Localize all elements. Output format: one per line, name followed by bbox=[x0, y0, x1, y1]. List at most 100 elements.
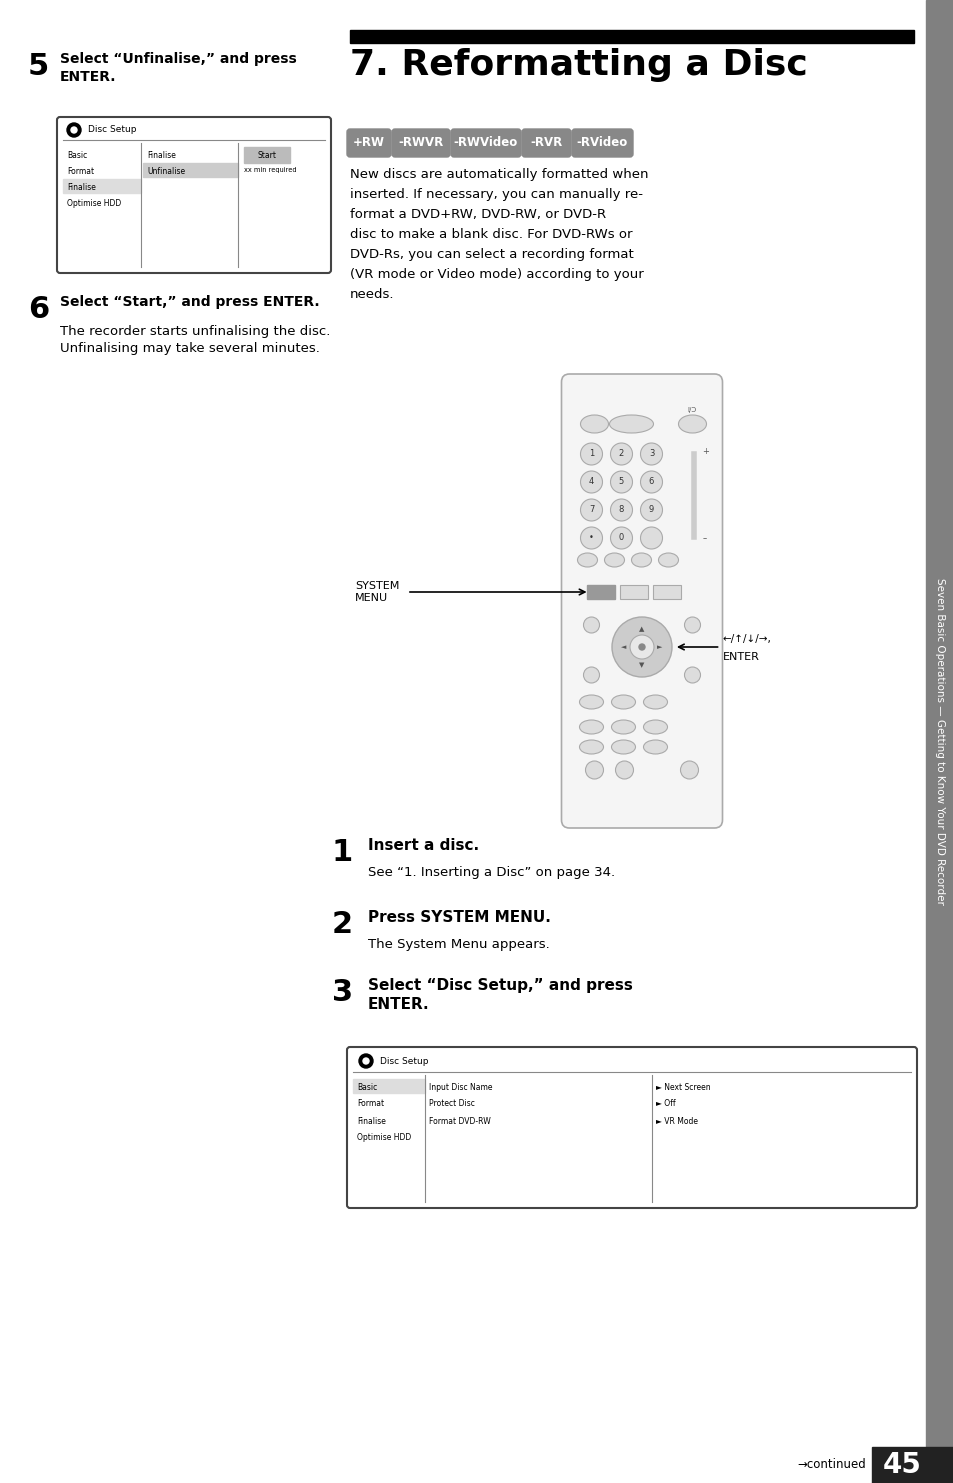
Text: 2: 2 bbox=[618, 449, 623, 458]
Circle shape bbox=[579, 526, 602, 549]
Text: Insert a disc.: Insert a disc. bbox=[368, 838, 478, 853]
FancyBboxPatch shape bbox=[451, 129, 520, 157]
Text: 9: 9 bbox=[648, 506, 654, 515]
Ellipse shape bbox=[578, 740, 603, 753]
Ellipse shape bbox=[643, 696, 667, 709]
Ellipse shape bbox=[578, 696, 603, 709]
FancyBboxPatch shape bbox=[347, 129, 391, 157]
Circle shape bbox=[639, 472, 661, 492]
Bar bbox=[143, 142, 237, 267]
Text: The System Menu appears.: The System Menu appears. bbox=[368, 939, 549, 951]
Text: 1: 1 bbox=[588, 449, 594, 458]
Ellipse shape bbox=[611, 696, 635, 709]
Text: Start: Start bbox=[257, 150, 276, 160]
Text: Format: Format bbox=[356, 1099, 384, 1108]
Circle shape bbox=[610, 443, 632, 466]
Text: xx min required: xx min required bbox=[244, 168, 296, 174]
Text: 7. Reformatting a Disc: 7. Reformatting a Disc bbox=[350, 47, 807, 82]
Bar bbox=[143, 163, 237, 176]
Text: Basic: Basic bbox=[67, 150, 87, 160]
Circle shape bbox=[358, 1054, 373, 1068]
Circle shape bbox=[612, 617, 671, 678]
Text: 45: 45 bbox=[882, 1450, 921, 1479]
Circle shape bbox=[585, 761, 603, 779]
Text: disc to make a blank disc. For DVD-RWs or: disc to make a blank disc. For DVD-RWs o… bbox=[350, 228, 632, 242]
Text: 3: 3 bbox=[648, 449, 654, 458]
Ellipse shape bbox=[678, 415, 706, 433]
Text: ◄: ◄ bbox=[620, 644, 626, 650]
Ellipse shape bbox=[609, 415, 653, 433]
Bar bbox=[63, 142, 141, 267]
Bar bbox=[353, 1080, 424, 1093]
Text: 8: 8 bbox=[618, 506, 623, 515]
Circle shape bbox=[684, 667, 700, 684]
Text: DVD-Rs, you can select a recording format: DVD-Rs, you can select a recording forma… bbox=[350, 248, 633, 261]
Bar bbox=[653, 584, 680, 599]
Text: needs.: needs. bbox=[350, 288, 395, 301]
Text: 3: 3 bbox=[332, 977, 353, 1007]
Circle shape bbox=[583, 617, 598, 633]
Ellipse shape bbox=[611, 721, 635, 734]
Text: +RW: +RW bbox=[353, 136, 385, 150]
Text: ▲: ▲ bbox=[639, 626, 644, 632]
Ellipse shape bbox=[579, 415, 608, 433]
Text: ► VR Mode: ► VR Mode bbox=[656, 1117, 698, 1126]
Bar bbox=[244, 147, 290, 163]
Ellipse shape bbox=[611, 740, 635, 753]
Bar bbox=[871, 1447, 953, 1483]
Text: ►: ► bbox=[657, 644, 662, 650]
Ellipse shape bbox=[577, 553, 597, 567]
Text: ► Next Screen: ► Next Screen bbox=[656, 1083, 710, 1091]
FancyBboxPatch shape bbox=[57, 117, 331, 273]
Circle shape bbox=[71, 128, 77, 133]
Text: Protect Disc: Protect Disc bbox=[429, 1099, 475, 1108]
Ellipse shape bbox=[604, 553, 624, 567]
Text: ► Off: ► Off bbox=[656, 1099, 675, 1108]
Text: 2: 2 bbox=[332, 911, 353, 939]
Text: The recorder starts unfinalising the disc.
Unfinalising may take several minutes: The recorder starts unfinalising the dis… bbox=[60, 325, 330, 354]
Text: 1: 1 bbox=[332, 838, 353, 868]
Bar bbox=[925, 0, 953, 1483]
Text: Basic: Basic bbox=[356, 1083, 376, 1091]
Text: New discs are automatically formatted when: New discs are automatically formatted wh… bbox=[350, 168, 648, 181]
Bar bbox=[353, 1080, 424, 1093]
Text: format a DVD+RW, DVD-RW, or DVD-R: format a DVD+RW, DVD-RW, or DVD-R bbox=[350, 208, 605, 221]
Text: (VR mode or Video mode) according to your: (VR mode or Video mode) according to you… bbox=[350, 268, 643, 280]
Text: Finalise: Finalise bbox=[67, 182, 95, 191]
Bar bbox=[63, 179, 141, 193]
Text: SYSTEM
MENU: SYSTEM MENU bbox=[355, 581, 399, 604]
Text: Select “Unfinalise,” and press
ENTER.: Select “Unfinalise,” and press ENTER. bbox=[60, 52, 296, 85]
Circle shape bbox=[610, 472, 632, 492]
Text: Format DVD-RW: Format DVD-RW bbox=[429, 1117, 490, 1126]
Text: 0: 0 bbox=[618, 534, 623, 543]
Ellipse shape bbox=[631, 553, 651, 567]
FancyBboxPatch shape bbox=[392, 129, 450, 157]
Circle shape bbox=[579, 498, 602, 521]
Circle shape bbox=[615, 761, 633, 779]
Bar bbox=[63, 179, 141, 193]
Circle shape bbox=[629, 635, 654, 658]
Text: •: • bbox=[588, 534, 594, 543]
Text: Format: Format bbox=[67, 166, 94, 175]
Text: Finalise: Finalise bbox=[147, 150, 175, 160]
Circle shape bbox=[583, 667, 598, 684]
FancyBboxPatch shape bbox=[347, 1047, 916, 1209]
Text: Optimise HDD: Optimise HDD bbox=[67, 199, 121, 208]
Circle shape bbox=[579, 472, 602, 492]
Text: 6: 6 bbox=[28, 295, 50, 323]
Text: inserted. If necessary, you can manually re-: inserted. If necessary, you can manually… bbox=[350, 188, 642, 202]
Circle shape bbox=[610, 498, 632, 521]
Text: 5: 5 bbox=[618, 478, 623, 486]
Text: Unfinalise: Unfinalise bbox=[147, 166, 185, 175]
Bar bbox=[619, 584, 648, 599]
Text: Optimise HDD: Optimise HDD bbox=[356, 1133, 411, 1142]
Text: Disc Setup: Disc Setup bbox=[88, 126, 136, 135]
Circle shape bbox=[679, 761, 698, 779]
Text: Select “Disc Setup,” and press
ENTER.: Select “Disc Setup,” and press ENTER. bbox=[368, 977, 632, 1013]
Text: Press SYSTEM MENU.: Press SYSTEM MENU. bbox=[368, 911, 550, 925]
Text: 7: 7 bbox=[588, 506, 594, 515]
Text: ▼: ▼ bbox=[639, 661, 644, 667]
Circle shape bbox=[363, 1057, 369, 1063]
Circle shape bbox=[639, 443, 661, 466]
Circle shape bbox=[579, 443, 602, 466]
